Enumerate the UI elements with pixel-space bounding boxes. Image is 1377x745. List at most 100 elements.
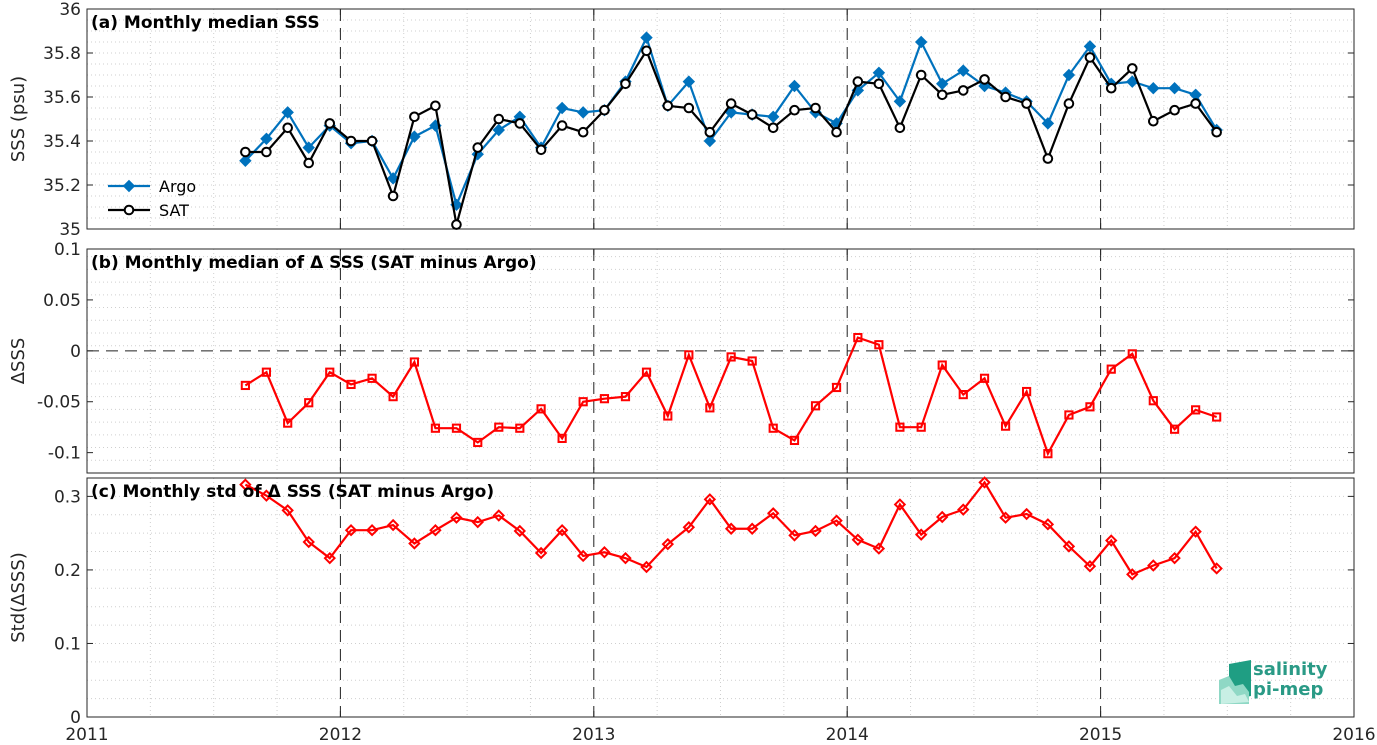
data-point <box>1126 568 1139 581</box>
data-point <box>283 418 293 428</box>
data-point <box>344 523 358 537</box>
data-point <box>789 435 800 446</box>
data-point <box>430 423 441 433</box>
panel-title: (c) Monthly std of Δ SSS (SAT minus Argo… <box>91 482 494 502</box>
data-point <box>893 498 907 511</box>
data-point <box>388 392 398 402</box>
data-point <box>557 433 567 443</box>
data-point <box>260 132 273 146</box>
data-point <box>853 332 863 343</box>
salinity-pimep-logo <box>1219 660 1251 704</box>
logo-text: salinity pi-mep <box>1253 660 1328 700</box>
data-point <box>979 373 990 383</box>
data-point <box>386 172 400 185</box>
x-tick-label: 2012 <box>319 725 362 745</box>
data-point <box>661 537 675 551</box>
data-point <box>1169 104 1180 116</box>
data-point <box>240 146 251 158</box>
data-point <box>472 142 484 153</box>
data-point <box>766 507 780 520</box>
data-point <box>429 523 442 537</box>
legend-marker <box>123 204 135 216</box>
data-point <box>578 397 588 407</box>
data-point <box>831 126 842 138</box>
data-point <box>682 521 696 534</box>
data-point <box>366 135 378 147</box>
data-point <box>302 535 315 549</box>
data-point <box>513 524 527 538</box>
data-point <box>789 104 800 116</box>
y-tick-label: 0.3 <box>54 487 81 507</box>
data-point <box>599 394 610 404</box>
data-point <box>281 106 294 119</box>
data-point <box>1043 449 1053 459</box>
data-point <box>914 528 928 541</box>
data-point <box>471 147 484 161</box>
data-point <box>747 356 757 366</box>
data-point <box>1041 117 1055 130</box>
data-point <box>1189 525 1202 538</box>
data-point <box>303 157 315 169</box>
data-point <box>684 350 694 360</box>
y-axis-label: ΔSSS <box>8 338 29 385</box>
data-point <box>958 390 968 400</box>
data-point <box>979 74 990 85</box>
data-point <box>471 515 484 529</box>
data-point <box>302 141 315 154</box>
panel-c-std-delta-sss: 0 0.1 0.2 0.3 Std(ΔSSS) 2011 2012 2013 2014 2015 2… <box>8 476 1376 745</box>
data-point <box>1189 88 1202 102</box>
data-point <box>788 79 801 93</box>
data-point <box>1021 98 1032 109</box>
data-point <box>599 104 610 116</box>
data-point <box>619 551 632 565</box>
data-point <box>873 78 885 90</box>
data-point <box>451 219 462 230</box>
data-point <box>915 69 927 81</box>
data-point <box>367 373 377 383</box>
legend-marker <box>122 179 136 193</box>
data-point <box>746 109 758 120</box>
data-point <box>703 493 717 506</box>
data-point <box>640 560 653 574</box>
y-tick-label: 35.8 <box>43 44 81 64</box>
data-point <box>492 509 505 522</box>
data-point <box>682 75 696 88</box>
data-point <box>409 111 420 123</box>
data-point <box>450 511 463 524</box>
data-point <box>346 379 356 390</box>
data-point <box>598 546 611 559</box>
data-point <box>957 64 970 77</box>
y-axis-label: Std(ΔSSS) <box>8 552 29 643</box>
data-point <box>281 504 294 517</box>
panel-title: (b) Monthly median of Δ SSS (SAT minus A… <box>91 253 537 273</box>
data-point <box>957 85 969 96</box>
data-point <box>620 392 631 402</box>
panel-b-median-delta-sss: -0.1 -0.05 0 0.05 0.1 ΔSSS (b) Monthly median … <box>8 240 1355 474</box>
data-point <box>323 551 336 565</box>
data-point <box>239 478 252 491</box>
data-point <box>788 529 801 542</box>
data-point <box>1168 551 1181 565</box>
data-point <box>936 77 949 91</box>
y-tick-label: 0 <box>70 708 81 728</box>
data-point <box>325 367 335 377</box>
data-point <box>872 542 886 555</box>
data-point <box>1210 562 1223 575</box>
data-point <box>830 514 843 527</box>
data-point <box>1148 115 1159 127</box>
data-point <box>1147 559 1160 572</box>
data-point <box>515 423 525 433</box>
data-point <box>1127 349 1137 359</box>
data-point <box>345 135 357 147</box>
data-point <box>936 89 948 101</box>
data-point <box>936 510 949 524</box>
data-point <box>1000 91 1011 103</box>
axes-frame <box>86 248 1355 474</box>
data-point <box>1147 81 1160 95</box>
data-point <box>705 403 715 413</box>
data-point <box>304 398 314 408</box>
data-point <box>1126 75 1139 88</box>
y-tick-label: 0.05 <box>43 291 81 311</box>
data-point <box>620 78 631 90</box>
data-point <box>386 518 400 532</box>
